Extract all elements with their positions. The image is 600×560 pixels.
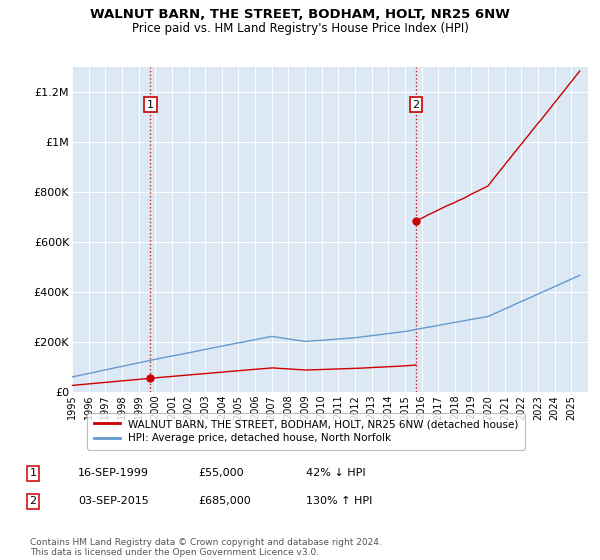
Text: 16-SEP-1999: 16-SEP-1999 [78,468,149,478]
Text: 03-SEP-2015: 03-SEP-2015 [78,496,149,506]
Text: £55,000: £55,000 [198,468,244,478]
Text: 130% ↑ HPI: 130% ↑ HPI [306,496,373,506]
Text: 2: 2 [412,100,419,110]
Text: 42% ↓ HPI: 42% ↓ HPI [306,468,365,478]
Text: 1: 1 [147,100,154,110]
Text: 2: 2 [29,496,37,506]
Text: 1: 1 [29,468,37,478]
Legend: WALNUT BARN, THE STREET, BODHAM, HOLT, NR25 6NW (detached house), HPI: Average p: WALNUT BARN, THE STREET, BODHAM, HOLT, N… [88,413,524,450]
Text: Contains HM Land Registry data © Crown copyright and database right 2024.
This d: Contains HM Land Registry data © Crown c… [30,538,382,557]
Text: Price paid vs. HM Land Registry's House Price Index (HPI): Price paid vs. HM Land Registry's House … [131,22,469,35]
Text: WALNUT BARN, THE STREET, BODHAM, HOLT, NR25 6NW: WALNUT BARN, THE STREET, BODHAM, HOLT, N… [90,8,510,21]
Text: £685,000: £685,000 [198,496,251,506]
